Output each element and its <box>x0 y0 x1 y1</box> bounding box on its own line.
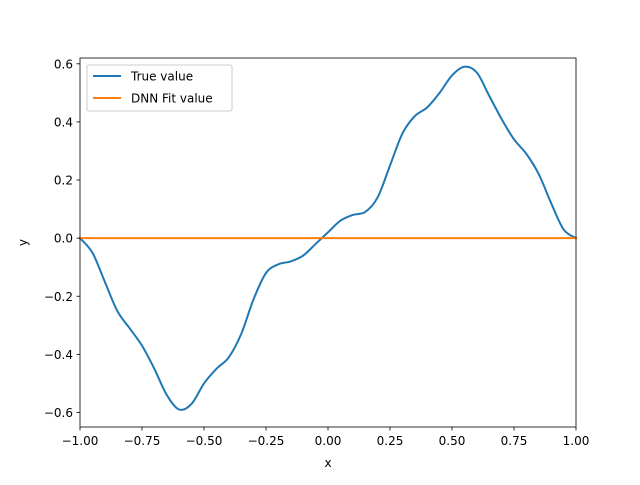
y-tick-label: −0.2 <box>44 290 73 304</box>
x-tick-label: −0.75 <box>124 434 161 448</box>
x-tick-label: −0.25 <box>248 434 285 448</box>
series-layer <box>78 65 578 411</box>
plot-area <box>80 58 576 427</box>
x-tick-label: 0.25 <box>377 434 404 448</box>
series-line-true-value <box>78 65 578 411</box>
y-tick-label: −0.4 <box>44 348 73 362</box>
x-axis-ticks: −1.00 −0.75 −0.50 −0.25 0.00 0.25 0.50 0.75 1.00 <box>62 427 590 448</box>
y-axis-ticks: −0.6 −0.4 −0.2 0.0 0.2 0.4 0.6 <box>44 57 80 420</box>
x-tick-label: 0.75 <box>501 434 528 448</box>
legend: True value DNN Fit value <box>86 64 233 112</box>
x-axis-label: x <box>324 456 331 470</box>
legend-label-dnn-fit-value: DNN Fit value <box>131 92 213 106</box>
legend-box <box>86 64 233 112</box>
y-axis-label: y <box>16 239 30 246</box>
x-tick-label: 1.00 <box>563 434 590 448</box>
y-tick-label: 0.2 <box>54 174 73 188</box>
legend-label-true-value: True value <box>130 70 193 84</box>
y-tick-label: −0.6 <box>44 406 73 420</box>
x-tick-label: 0.50 <box>439 434 466 448</box>
y-tick-label: 0.4 <box>54 115 73 129</box>
x-tick-label: 0.00 <box>315 434 342 448</box>
y-tick-label: 0.0 <box>54 232 73 246</box>
x-tick-label: −1.00 <box>62 434 99 448</box>
x-tick-label: −0.50 <box>186 434 223 448</box>
y-tick-label: 0.6 <box>54 57 73 71</box>
